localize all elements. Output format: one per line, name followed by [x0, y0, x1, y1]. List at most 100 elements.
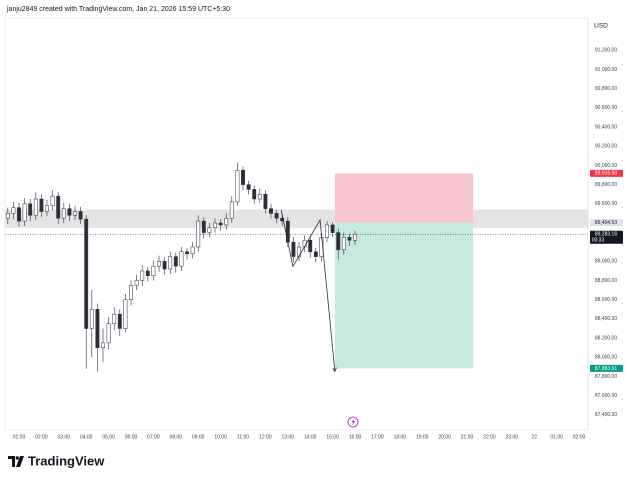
candle-body — [297, 246, 301, 257]
candle-body — [117, 313, 122, 329]
candle-body — [336, 232, 341, 251]
candle-body — [291, 241, 296, 257]
y-tick-label: 91,000.00 — [595, 67, 617, 73]
candle-body — [78, 211, 83, 220]
logo-mark — [8, 456, 24, 467]
candle-body — [185, 251, 189, 254]
x-tick-label: 16:00 — [349, 434, 362, 440]
candle-body — [5, 213, 10, 219]
x-tick-label: 15:00 — [326, 434, 339, 440]
trend-drawing — [280, 209, 336, 372]
y-tick-label: 91,200.00 — [595, 48, 617, 54]
x-tick-label: 02:00 — [35, 434, 48, 440]
event-bolt — [351, 418, 355, 426]
candle-body — [179, 251, 184, 267]
plot — [5, 162, 588, 373]
candle-body — [246, 184, 251, 190]
x-tick-label: 20:00 — [438, 434, 451, 440]
x-tick-label: 18:00 — [394, 434, 407, 440]
candle-body — [353, 233, 357, 241]
candle-body — [157, 261, 161, 267]
zone-band — [5, 209, 588, 228]
x-tick-label: 17:00 — [371, 434, 384, 440]
candle-body — [235, 169, 240, 203]
candle-body — [196, 220, 201, 248]
candle-body — [173, 256, 178, 267]
candle-body — [207, 227, 212, 233]
candle-body — [61, 208, 66, 219]
x-tick-label: 01:00 — [13, 434, 26, 440]
candle-body — [252, 189, 257, 200]
candle-body — [33, 198, 38, 216]
y-tick-label: 89,600.00 — [595, 201, 617, 207]
x-tick-label: 02:00 — [573, 434, 586, 440]
x-tick-label: 23:00 — [506, 434, 519, 440]
price-label-text: 89,404.53 — [595, 220, 617, 226]
candle-body — [257, 193, 262, 200]
arrow-head — [332, 367, 337, 373]
candle-body — [229, 201, 234, 219]
x-tick-label: 11:00 — [237, 434, 249, 440]
candle-body — [280, 217, 285, 222]
replay-icon[interactable] — [347, 416, 359, 428]
y-tick-label: 88,600.00 — [595, 297, 617, 303]
candle-body — [56, 195, 61, 219]
candle-body — [123, 299, 128, 329]
target-zone — [334, 222, 474, 369]
candle-body — [22, 203, 27, 222]
x-tick-label: 22:00 — [483, 434, 496, 440]
x-tick-label: 07:00 — [147, 434, 160, 440]
y-tick-label: 90,800.00 — [595, 86, 617, 92]
currency-label[interactable]: USD — [594, 23, 608, 30]
y-tick-label: 90,600.00 — [595, 105, 617, 111]
candle-body — [168, 256, 173, 270]
countdown: 00:33 — [592, 238, 605, 244]
candle-body — [67, 208, 72, 216]
y-tick-label: 90,000.00 — [595, 163, 617, 169]
price-label-box — [590, 169, 623, 177]
candle-body — [285, 220, 290, 243]
y-tick-label: 90,400.00 — [595, 124, 617, 130]
price-label-box — [590, 364, 623, 372]
x-tick-label: 05:00 — [102, 434, 115, 440]
candle-body — [73, 211, 77, 216]
y-tick-label: 88,400.00 — [595, 316, 617, 322]
candle-body — [39, 198, 44, 212]
x-tick-label: 04:00 — [80, 434, 93, 440]
candle-body — [84, 218, 89, 329]
candle-body — [224, 217, 229, 226]
candle-body — [45, 205, 49, 212]
candle-body — [325, 224, 329, 238]
x-tick-label: 14:00 — [304, 434, 317, 440]
price-label-box — [590, 219, 623, 227]
price-label-text: 87,883.91 — [595, 366, 617, 372]
x-tick-label: 06:00 — [125, 434, 138, 440]
x-tick-label: 08:00 — [170, 434, 183, 440]
y-tick-label: 89,000.00 — [595, 259, 617, 265]
candle-body — [28, 203, 33, 216]
candle-body — [89, 309, 94, 329]
x-tick-label: 19:00 — [416, 434, 429, 440]
y-tick-label: 88,000.00 — [595, 355, 617, 361]
logo-dot — [15, 456, 19, 460]
candle-body — [308, 240, 313, 253]
candle-body — [145, 270, 150, 277]
candle-body — [11, 207, 16, 214]
header-text: janju2849 created with TradingView.com, … — [6, 6, 230, 13]
candle-body — [140, 270, 145, 281]
candle-body — [263, 193, 268, 209]
brand-logo[interactable]: TradingView — [8, 453, 105, 468]
candle-body — [112, 313, 117, 324]
candle-body — [341, 237, 346, 251]
candle-body — [151, 265, 156, 277]
price-label-text: 89,916.90 — [595, 171, 617, 177]
y-tick-label: 87,800.00 — [595, 374, 617, 380]
candle-body — [190, 246, 195, 254]
price-label-box — [590, 230, 623, 244]
candle-body — [347, 237, 352, 241]
x-tick-label: 03:00 — [58, 434, 71, 440]
stop-zone — [334, 173, 474, 223]
candle-body — [95, 309, 100, 348]
candle-body — [274, 213, 279, 219]
candle-body — [50, 195, 55, 206]
